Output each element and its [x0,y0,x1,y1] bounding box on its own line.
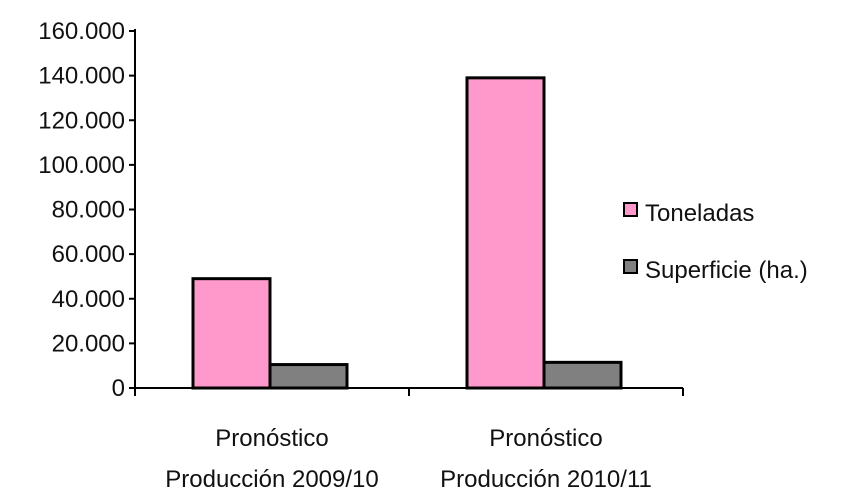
y-tick-labels: 0 20.000 40.000 60.000 80.000 100.000 120.000 1… [38,18,684,402]
category-label: Producción 2009/10 [165,466,379,488]
legend-label-toneladas: Toneladas [645,200,754,227]
bar-superficie-1 [542,360,623,390]
y-tick-label: 100.000 [38,152,125,179]
y-tick-label: 140.000 [38,63,125,90]
y-tick-label: 20.000 [52,330,125,357]
y-tick-label: 60.000 [52,241,125,268]
y-tick-label: 40.000 [52,286,125,313]
bars [191,76,623,390]
legend: Toneladas Superficie (ha.) [623,200,808,284]
bar-toneladas-0 [191,277,272,390]
y-tick-label: 120.000 [38,107,125,134]
category-labels: Pronóstico Producción 2009/10 Pronóstico Pr… [165,425,652,488]
y-tick-label: 80.000 [52,197,125,224]
legend-swatch-superficie [623,259,638,274]
legend-label-superficie: Superficie (ha.) [645,257,808,284]
bar-toneladas-1 [465,76,546,390]
y-tick-label: 160.000 [38,18,125,45]
legend-swatch-toneladas [623,202,638,217]
category-label: Pronóstico [215,425,328,452]
bar-superficie-0 [268,363,349,390]
category-label: Pronóstico [489,425,602,452]
y-tick-label: 0 [112,375,125,402]
category-label: Producción 2010/11 [440,466,652,488]
